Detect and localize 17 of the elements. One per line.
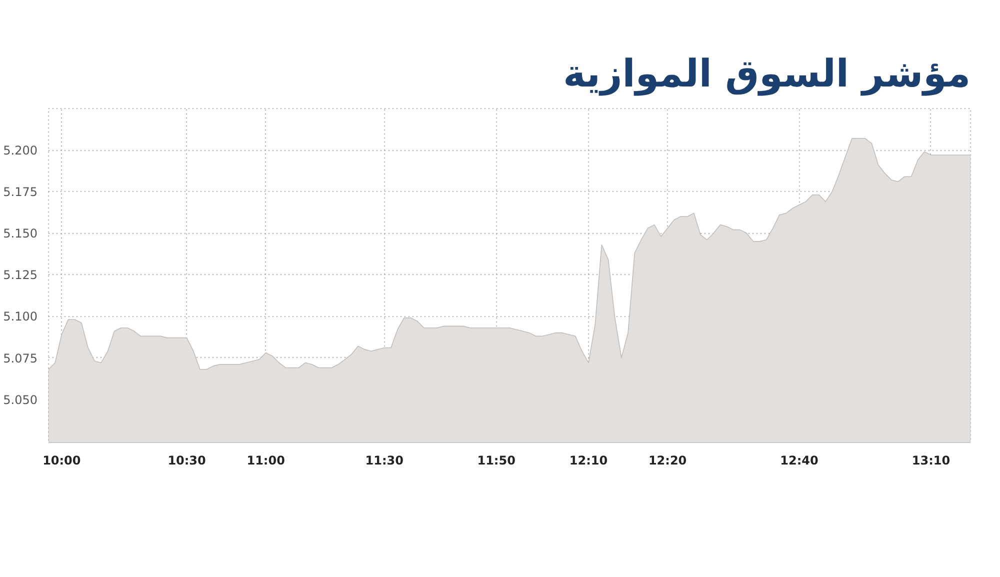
y-tick-label: 5.200 bbox=[3, 144, 38, 158]
y-tick-label: 5.125 bbox=[3, 268, 38, 282]
x-tick-label: 11:30 bbox=[365, 454, 404, 468]
x-tick-label: 13:10 bbox=[912, 454, 950, 468]
x-tick-label: 12:20 bbox=[648, 454, 687, 468]
y-tick-label: 5.150 bbox=[3, 226, 38, 241]
y-tick-label: 5.075 bbox=[3, 351, 38, 366]
y-tick-label: 5.175 bbox=[3, 185, 38, 200]
y-tick-label: 5.050 bbox=[3, 392, 38, 407]
x-tick-label: 12:40 bbox=[780, 454, 818, 468]
x-tick-label: 10:00 bbox=[42, 454, 81, 468]
chart-title: مؤشر السوق الموازية bbox=[563, 52, 971, 96]
y-tick-label: 5.100 bbox=[3, 310, 38, 324]
x-tick-label: 12:10 bbox=[569, 454, 608, 468]
x-tick-label: 11:50 bbox=[477, 454, 516, 468]
x-tick-label: 11:00 bbox=[246, 454, 285, 468]
x-tick-label: 10:30 bbox=[168, 454, 206, 468]
